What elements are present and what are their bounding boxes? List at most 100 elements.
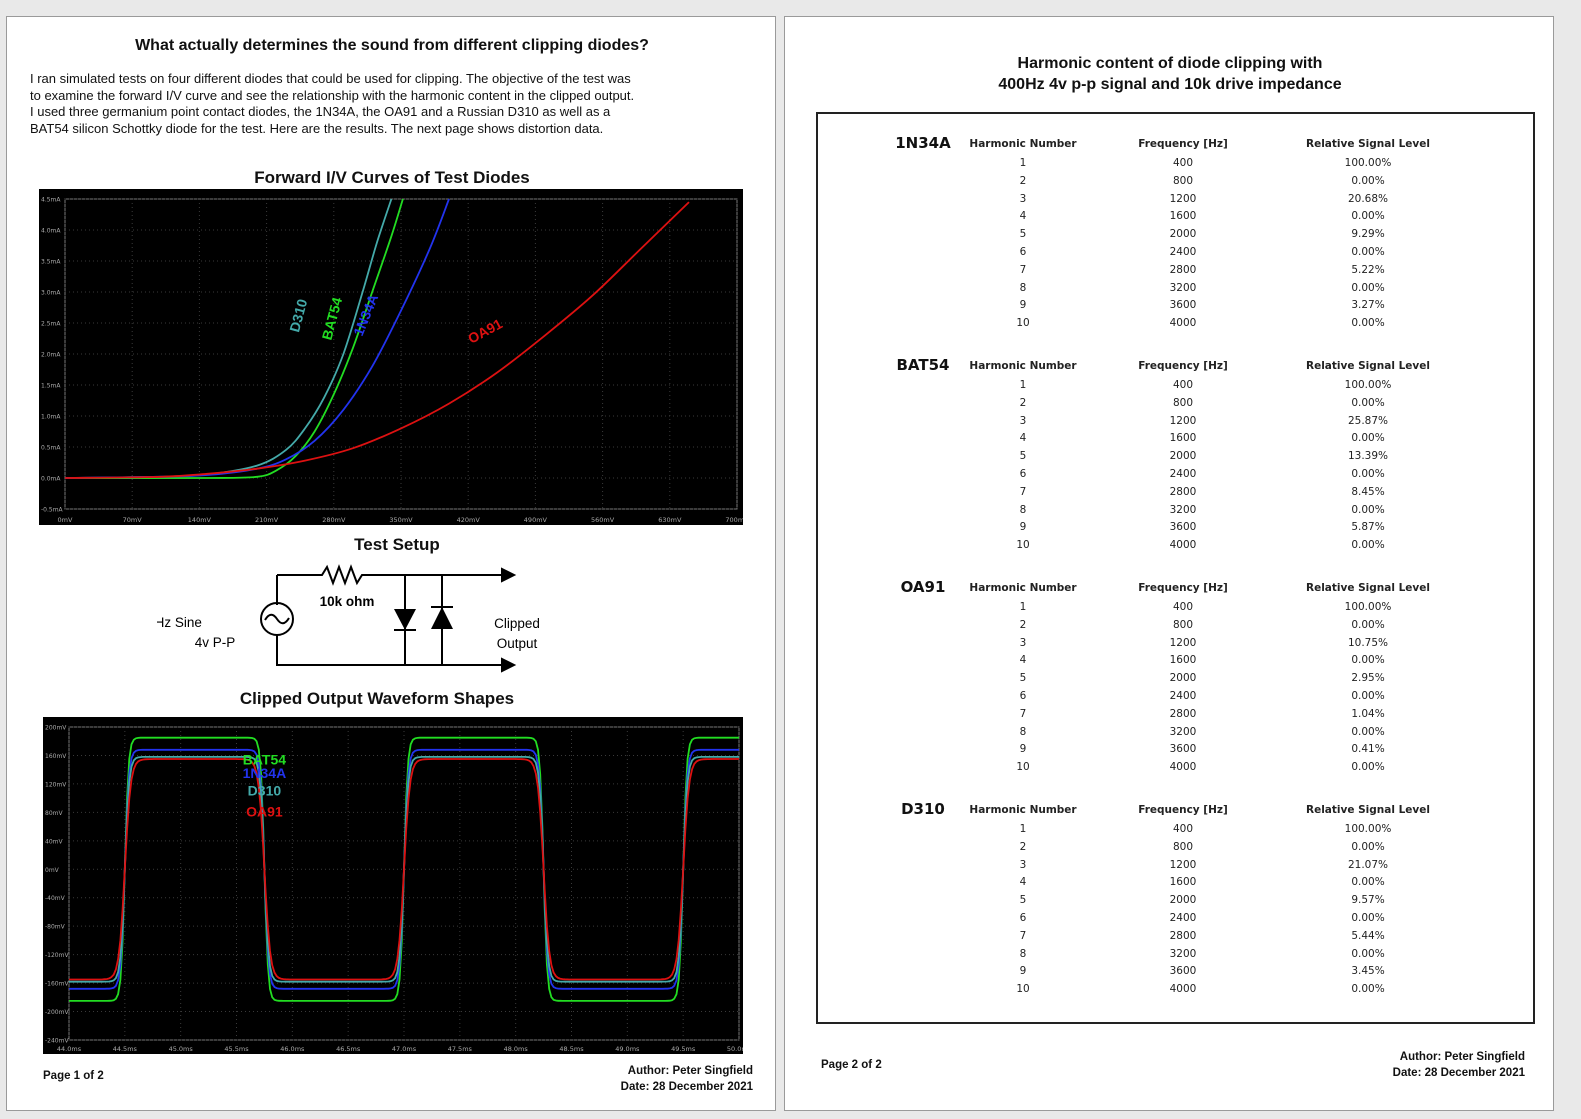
table-cell: 8 [1019, 947, 1027, 960]
table-cell: 1600 [1169, 876, 1197, 889]
source-label: 4v P-P [195, 635, 236, 650]
diode-name: 1N34A [895, 134, 951, 152]
x-tick-label: 350mV [389, 516, 413, 524]
y-tick-label: -160mV [45, 981, 69, 988]
table-cell: 10 [1016, 317, 1030, 330]
x-tick-label: 490mV [524, 516, 548, 524]
y-tick-label: 40mV [45, 838, 63, 845]
table-cell: 5 [1019, 672, 1027, 685]
harmonics-column: 1 2 3 4 5 6 7 8 9 10 [963, 599, 1083, 777]
x-tick-label: 46.0ms [280, 1045, 305, 1053]
table-cell: 5.44% [1351, 929, 1385, 942]
table-cell: 800 [1172, 618, 1194, 631]
page-1: What actually determines the sound from … [6, 16, 776, 1111]
table-cell: 13.39% [1347, 450, 1389, 463]
y-tick-label: -240mV [45, 1038, 69, 1045]
table-cell: 6 [1019, 911, 1027, 924]
table-cell: 21.07% [1347, 858, 1389, 871]
table-cell: 3600 [1169, 299, 1197, 312]
table-cell: 1 [1019, 379, 1027, 391]
author: Author: Peter Singfield [627, 1065, 753, 1077]
table-cell: 5.22% [1351, 263, 1385, 276]
y-tick-label: -200mV [45, 1009, 69, 1016]
series-label-bat54: BAT54 [319, 295, 346, 341]
x-tick-label: 560mV [591, 516, 615, 524]
wave-line-oa91 [69, 758, 739, 981]
table-cell: 0.00% [1351, 539, 1385, 552]
table-cell: 3 [1019, 192, 1027, 205]
output-label: Clipped [494, 616, 540, 631]
y-tick-label: 160mV [45, 753, 67, 760]
y-tick-label: 0.5mA [41, 445, 61, 452]
title-line: 400Hz 4v p-p signal and 10k drive impeda… [998, 76, 1342, 93]
harmonic-table-1n34a: 1N34A Harmonic Number Frequency [Hz] Relati… [818, 134, 1533, 344]
table-cell: 1200 [1169, 636, 1197, 649]
y-tick-label: -120mV [45, 952, 69, 959]
intro-line: I used three germanium point contact dio… [30, 104, 611, 119]
y-tick-label: 0.0mA [41, 476, 61, 483]
table-cell: 2400 [1169, 467, 1197, 480]
table-cell: 9.57% [1351, 894, 1385, 907]
x-tick-label: 70mV [123, 516, 143, 524]
series-line-bat54 [64, 198, 404, 479]
table-cell: 100.00% [1344, 157, 1392, 169]
table-cell: 5 [1019, 894, 1027, 907]
column-header: Harmonic Number [969, 138, 1077, 150]
table-cell: 0.00% [1351, 174, 1385, 187]
setup-title: Test Setup [354, 535, 440, 554]
table-cell: 1 [1019, 157, 1027, 169]
iv-chart-title: Forward I/V Curves of Test Diodes [254, 168, 530, 187]
y-tick-label: 2.0mA [41, 352, 61, 359]
table-cell: 4000 [1169, 539, 1197, 552]
column-header: Frequency [Hz] [1138, 804, 1228, 816]
date: Date: 28 December 2021 [1392, 1067, 1525, 1079]
table-cell: 2 [1019, 396, 1027, 409]
table-cell: 3200 [1169, 725, 1197, 738]
table-cell: 9 [1019, 743, 1027, 756]
frequencies-column: 400 800 1200 1600 2000 2400 2800 3200 3600 4000 [1128, 821, 1238, 999]
table-cell: 800 [1172, 840, 1194, 853]
table-cell: 2000 [1169, 228, 1197, 241]
x-tick-label: 0mV [58, 516, 73, 524]
table-cell: 0.00% [1351, 432, 1385, 445]
y-tick-label: -80mV [45, 924, 66, 931]
y-tick-label: 2.5mA [41, 321, 61, 328]
table-cell: 1600 [1169, 210, 1197, 223]
table-cell: 0.00% [1351, 689, 1385, 702]
x-tick-label: 44.0ms [57, 1045, 82, 1053]
x-tick-label: 700mV [725, 516, 743, 524]
table-cell: 0.00% [1351, 983, 1385, 996]
table-cell: 7 [1019, 485, 1027, 498]
page-title: Harmonic content of diode clipping with … [785, 53, 1555, 95]
column-header: Frequency [Hz] [1138, 582, 1228, 594]
wave-chart-title: Clipped Output Waveform Shapes [239, 689, 515, 708]
x-tick-label: 420mV [457, 516, 481, 524]
table-cell: 400 [1172, 601, 1194, 613]
table-cell: 4 [1019, 210, 1027, 223]
table-cell: 400 [1172, 823, 1194, 835]
y-tick-label: 4.0mA [41, 228, 61, 235]
harmonics-column: 1 2 3 4 5 6 7 8 9 10 [963, 377, 1083, 555]
table-cell: 2000 [1169, 672, 1197, 685]
y-tick-label: 3.5mA [41, 259, 61, 266]
x-tick-label: 48.0ms [504, 1045, 529, 1053]
source-label: 400Hz Sine [157, 615, 202, 630]
y-tick-label: -0.5mA [41, 507, 64, 514]
x-tick-label: 48.5ms [559, 1045, 584, 1053]
table-cell: 4000 [1169, 761, 1197, 774]
series-label-oa91: OA91 [465, 315, 505, 346]
intro-line: I ran simulated tests on four different … [30, 71, 631, 86]
legend-label-bat54: BAT54 [243, 751, 287, 767]
table-cell: 9 [1019, 965, 1027, 978]
harmonic-table-bat54: BAT54 Harmonic Number Frequency [Hz] Relati… [818, 356, 1533, 566]
x-tick-label: 47.0ms [392, 1045, 417, 1053]
table-cell: 400 [1172, 157, 1194, 169]
table-cell: 4 [1019, 876, 1027, 889]
frequencies-column: 400 800 1200 1600 2000 2400 2800 3200 3600 4000 [1128, 155, 1238, 333]
table-cell: 2.95% [1351, 672, 1385, 685]
levels-column: 100.00% 0.00% 21.07% 0.00% 9.57% 0.00% 5.44% 0.… [1298, 821, 1438, 999]
levels-column: 100.00% 0.00% 10.75% 0.00% 2.95% 0.00% 1.04% 0.… [1298, 599, 1438, 777]
table-cell: 2800 [1169, 929, 1197, 942]
table-cell: 3.27% [1351, 299, 1385, 312]
output-label: Output [497, 636, 538, 651]
